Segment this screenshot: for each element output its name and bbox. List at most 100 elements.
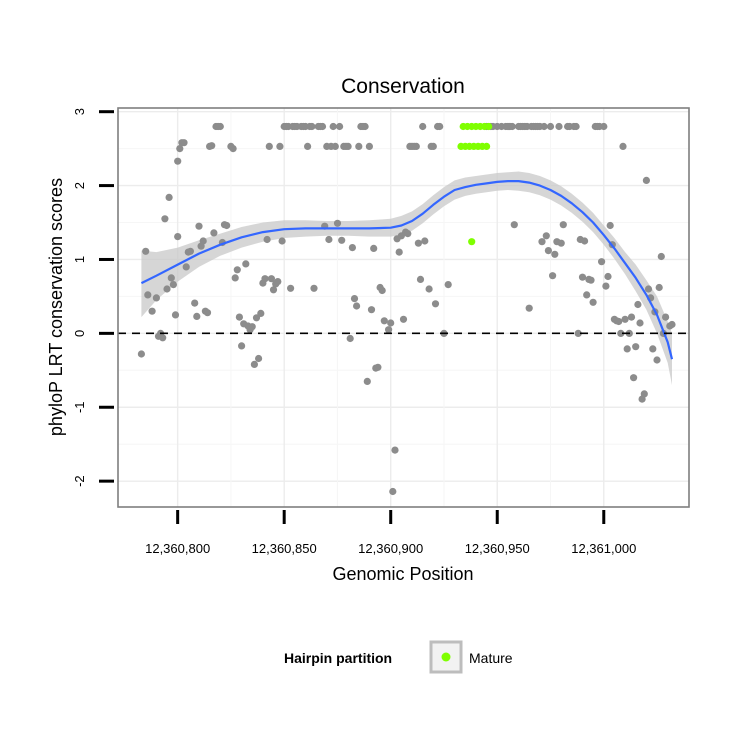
data-point-other	[233, 266, 241, 274]
data-point-other	[557, 239, 565, 247]
chart-title: Conservation	[341, 75, 465, 98]
data-point-other	[655, 283, 663, 292]
data-point-other	[640, 390, 648, 398]
data-point-other	[308, 122, 316, 131]
data-point-other	[370, 244, 378, 252]
data-point-other	[344, 142, 352, 150]
data-point-other	[598, 258, 606, 266]
data-point-other	[617, 329, 625, 337]
x-tick-label: 12,360,850	[252, 541, 317, 556]
scatter-points-layer	[137, 122, 676, 496]
data-point-other	[387, 319, 395, 327]
data-point-other	[378, 286, 386, 295]
data-point-other	[436, 122, 444, 131]
data-point-other	[600, 122, 608, 131]
data-point-other	[361, 122, 369, 131]
x-axis: 12,360,800 12,360,850 12,360,900 12,360,950…	[145, 510, 636, 556]
data-point-other	[267, 275, 275, 283]
y-tick-label: 2	[72, 182, 87, 189]
data-point-other	[167, 274, 175, 282]
data-point-other	[235, 313, 243, 321]
data-point-other	[602, 282, 610, 290]
data-point-other	[174, 233, 182, 241]
confidence-ribbon-layer	[141, 171, 672, 386]
data-point-other	[269, 286, 278, 294]
data-point-other	[231, 274, 239, 282]
data-point-other	[174, 157, 182, 165]
data-point-other	[508, 122, 516, 131]
data-point-other	[336, 122, 344, 131]
data-point-other	[331, 142, 339, 150]
data-point-other	[555, 122, 563, 131]
data-point-other	[644, 285, 653, 293]
data-point-other	[374, 363, 382, 371]
data-point-other	[182, 263, 190, 271]
data-point-other	[223, 221, 231, 230]
data-point-other	[152, 294, 160, 302]
x-axis-title: Genomic Position	[332, 564, 473, 584]
data-point-other	[572, 122, 580, 131]
data-point-other	[169, 281, 177, 289]
data-point-other	[248, 323, 256, 331]
data-point-other	[604, 272, 612, 281]
data-point-other	[632, 343, 640, 351]
data-point-other	[338, 236, 346, 244]
data-point-other	[353, 302, 361, 310]
data-point-other	[399, 315, 408, 323]
data-point-other	[148, 307, 156, 315]
data-point-other	[257, 309, 265, 317]
y-tick-label: 0	[72, 330, 87, 337]
data-point-other	[255, 354, 263, 363]
data-point-other	[380, 317, 388, 325]
data-point-other	[606, 221, 614, 230]
plot-panel-border	[117, 107, 690, 508]
data-point-other	[649, 345, 657, 353]
data-point-other	[176, 145, 184, 153]
data-point-other	[657, 252, 665, 261]
data-point-other	[142, 247, 150, 255]
data-point-other	[250, 360, 258, 368]
data-point-other	[627, 313, 636, 321]
data-point-other	[385, 326, 393, 334]
data-point-other	[180, 139, 188, 147]
data-point-other	[274, 278, 282, 286]
data-point-other	[191, 299, 199, 307]
data-point-other	[425, 285, 433, 293]
data-point-other	[159, 334, 167, 342]
data-point-other	[416, 275, 425, 283]
data-point-other	[195, 222, 203, 230]
y-axis-title: phyloP LRT conservation scores	[46, 178, 66, 436]
data-point-mature	[483, 142, 491, 150]
data-point-other	[587, 276, 595, 284]
data-point-other	[546, 122, 555, 131]
data-point-other	[444, 281, 452, 289]
data-point-other	[391, 446, 399, 454]
data-point-other	[581, 237, 589, 245]
plot-panel	[118, 108, 689, 507]
data-point-other	[278, 237, 286, 245]
y-tick-label: 1	[72, 256, 87, 263]
data-point-other	[421, 237, 429, 245]
data-point-other	[363, 377, 371, 385]
grid-lines	[118, 108, 689, 507]
data-point-other	[365, 142, 373, 150]
data-point-other	[662, 313, 670, 321]
data-point-other	[630, 374, 638, 382]
y-axis: -2 -1 0 1 2 3	[72, 108, 114, 487]
data-point-other	[276, 142, 284, 150]
data-point-other	[210, 229, 218, 237]
data-point-other	[540, 122, 548, 131]
data-point-other	[395, 248, 403, 256]
data-point-other	[229, 145, 237, 153]
data-point-other	[333, 219, 342, 227]
data-point-other	[304, 142, 312, 150]
data-point-other	[525, 304, 533, 312]
data-point-other	[199, 237, 207, 245]
data-point-other	[551, 250, 559, 258]
data-point-mature	[485, 122, 493, 131]
data-point-other	[208, 142, 216, 150]
data-point-other	[653, 356, 661, 364]
y-tick-label: -2	[72, 475, 87, 487]
confidence-ribbon	[141, 171, 672, 386]
data-point-other	[261, 275, 269, 283]
